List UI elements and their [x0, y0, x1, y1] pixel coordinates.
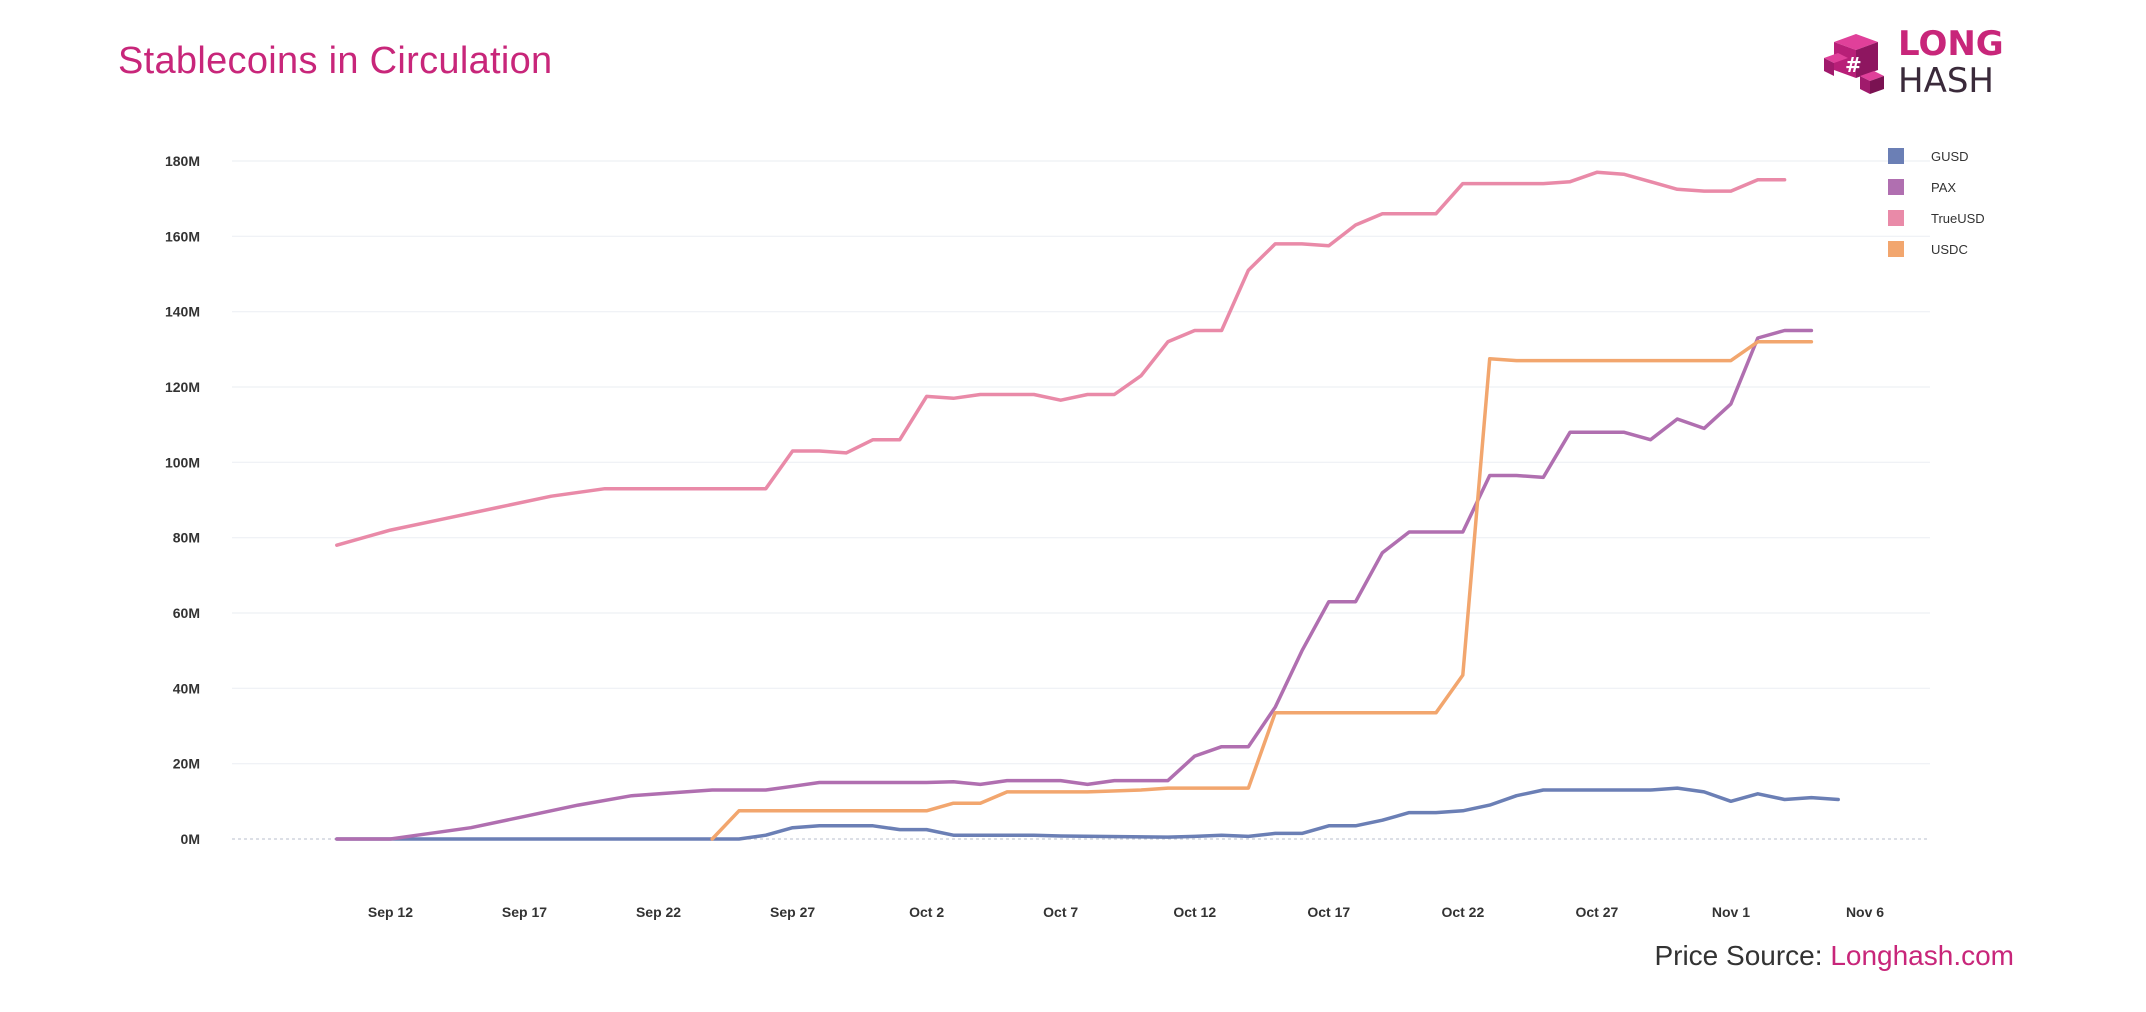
legend-label-usdc[interactable]: USDC	[1931, 242, 1968, 257]
x-tick-label: Oct 27	[1575, 904, 1618, 920]
y-tick-label: 140M	[165, 304, 200, 320]
x-tick-label: Nov 6	[1846, 904, 1884, 920]
legend-swatch-gusd[interactable]	[1888, 148, 1904, 164]
x-tick-label: Sep 12	[368, 904, 413, 920]
y-tick-label: 180M	[165, 153, 200, 169]
series-line-gusd	[335, 786, 1840, 841]
y-tick-label: 60M	[173, 605, 200, 621]
y-tick-label: 20M	[173, 756, 200, 772]
x-tick-label: Oct 12	[1173, 904, 1216, 920]
price-source-label: Price Source:	[1654, 940, 1831, 971]
legend: GUSD PAX TrueUSD USDC	[1888, 148, 1985, 257]
y-axis-ticks: 0M 20M 40M 60M 80M 100M 120M 140M 160M 180M	[165, 153, 200, 847]
y-tick-label: 160M	[165, 228, 200, 244]
series-lines	[335, 170, 1840, 841]
legend-label-gusd[interactable]: GUSD	[1931, 149, 1969, 164]
x-axis-ticks: Sep 12 Sep 17 Sep 22 Sep 27 Oct 2 Oct 7 Oct 12…	[368, 904, 1884, 920]
y-tick-label: 0M	[181, 831, 200, 847]
series-line-trueusd	[335, 170, 1787, 547]
legend-swatch-trueusd[interactable]	[1888, 210, 1904, 226]
x-tick-label: Nov 1	[1712, 904, 1750, 920]
legend-swatch-pax[interactable]	[1888, 179, 1904, 195]
cube-logo-icon: #	[1824, 34, 1884, 94]
x-tick-label: Sep 17	[502, 904, 547, 920]
x-tick-label: Sep 22	[636, 904, 681, 920]
y-tick-label: 40M	[173, 680, 200, 696]
chart-title: Stablecoins in Circulation	[118, 40, 553, 82]
legend-label-pax[interactable]: PAX	[1931, 180, 1956, 195]
svg-text:#: #	[1845, 53, 1862, 77]
x-tick-label: Oct 22	[1441, 904, 1484, 920]
y-tick-label: 100M	[165, 454, 200, 470]
x-tick-label: Oct 2	[909, 904, 944, 920]
logo-text-long: LONG	[1898, 24, 2004, 64]
y-tick-label: 120M	[165, 379, 200, 395]
legend-swatch-usdc[interactable]	[1888, 241, 1904, 257]
legend-label-trueusd[interactable]: TrueUSD	[1931, 211, 1985, 226]
longhash-logo[interactable]: # LONG HASH	[1820, 26, 2020, 106]
series-line-pax	[335, 328, 1814, 841]
x-tick-label: Oct 17	[1307, 904, 1350, 920]
gridlines	[232, 160, 1930, 840]
y-tick-label: 80M	[173, 530, 200, 546]
longhash-link[interactable]: Longhash.com	[1830, 940, 2014, 971]
x-tick-label: Oct 7	[1043, 904, 1078, 920]
series-line-usdc	[710, 340, 1814, 841]
logo-text-hash: HASH	[1898, 61, 1994, 101]
x-tick-label: Sep 27	[770, 904, 815, 920]
price-source: Price Source: Longhash.com	[1654, 940, 2014, 972]
